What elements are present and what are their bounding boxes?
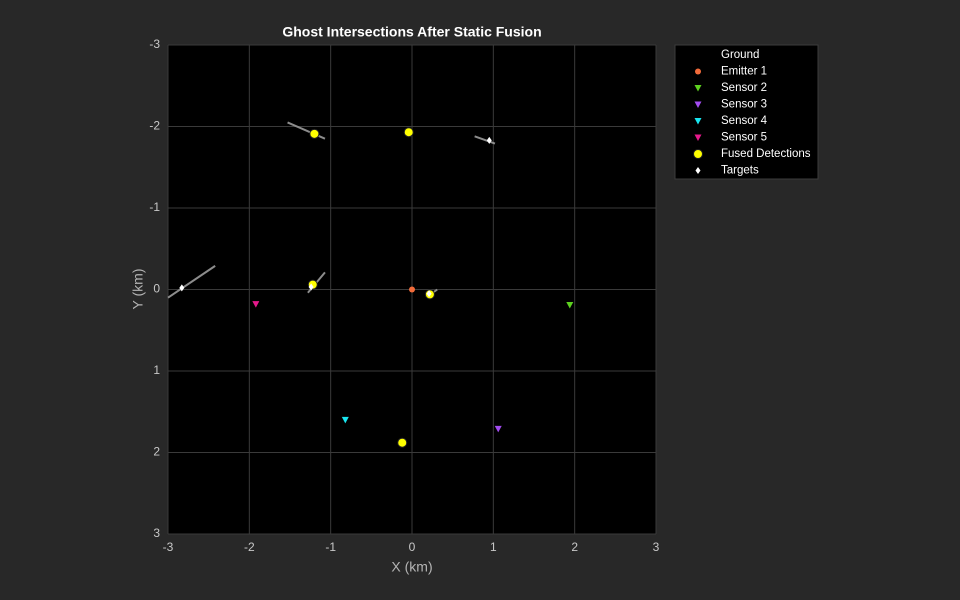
legend-label: Emitter 1 xyxy=(721,66,767,78)
data-point xyxy=(179,284,185,292)
y-tick-label: -3 xyxy=(149,37,160,51)
data-point xyxy=(341,416,349,424)
y-tick-label: -1 xyxy=(149,200,160,214)
legend-label: Ground xyxy=(721,49,759,61)
data-point xyxy=(308,283,314,291)
y-tick-label: 2 xyxy=(153,445,160,459)
data-point xyxy=(309,128,320,139)
data-point xyxy=(409,286,415,293)
data-point xyxy=(486,136,492,144)
x-tick-label: 2 xyxy=(571,540,578,554)
x-tick-label: -1 xyxy=(325,540,336,554)
x-tick-label: 0 xyxy=(409,540,416,554)
legend-icon xyxy=(695,167,701,174)
legend-icon xyxy=(695,68,701,75)
legend-icon xyxy=(694,101,702,108)
x-tick-label: 1 xyxy=(490,540,497,554)
legend-label: Sensor 5 xyxy=(721,132,767,144)
ground-track xyxy=(474,135,496,145)
x-tick-label: -2 xyxy=(244,540,255,554)
data-point xyxy=(397,437,408,448)
data-point xyxy=(566,301,574,309)
x-tick-label: -3 xyxy=(163,540,174,554)
y-tick-label: 0 xyxy=(153,282,160,296)
legend-label: Sensor 4 xyxy=(721,115,768,127)
legend-icon xyxy=(694,118,702,125)
y-tick-label: 1 xyxy=(153,363,160,377)
y-axis-label: Y (km) xyxy=(130,269,146,310)
data-point xyxy=(494,425,502,433)
data-point xyxy=(403,127,414,138)
legend-label: Targets xyxy=(721,165,759,177)
y-tick-label: 3 xyxy=(153,526,160,540)
ground-track xyxy=(167,265,216,299)
data-point xyxy=(426,290,432,298)
x-tick-label: 3 xyxy=(653,540,660,554)
x-axis-label: X (km) xyxy=(391,559,432,575)
legend-icon xyxy=(694,85,702,92)
legend-icon xyxy=(694,134,702,141)
chart-title: Ghost Intersections After Static Fusion xyxy=(282,24,541,40)
y-tick-label: -2 xyxy=(149,119,160,133)
legend-label: Fused Detections xyxy=(721,148,811,160)
legend-icon xyxy=(693,149,703,159)
legend-label: Sensor 3 xyxy=(721,99,767,111)
data-point xyxy=(252,301,260,308)
legend-label: Sensor 2 xyxy=(721,82,767,94)
